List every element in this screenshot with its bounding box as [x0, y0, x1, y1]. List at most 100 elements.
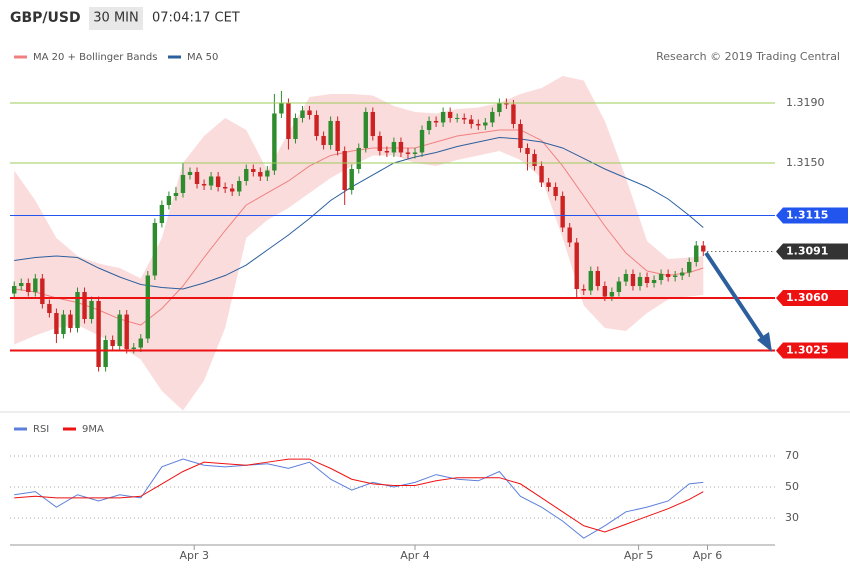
candle-body — [490, 111, 495, 123]
legend-label: MA 50 — [187, 52, 218, 63]
candle-body — [356, 147, 361, 169]
candle-body — [293, 117, 298, 139]
candle-body — [426, 120, 432, 130]
candle-body — [229, 188, 235, 192]
candle-body — [272, 113, 277, 171]
candle-body — [595, 271, 601, 287]
level-label-box — [776, 207, 848, 224]
candle-body — [244, 168, 249, 181]
symbol: GBP/USD — [10, 10, 81, 26]
candle-body — [447, 111, 453, 118]
candle-body — [187, 171, 193, 175]
interval: 30 MIN — [93, 11, 138, 26]
candle-body — [574, 242, 579, 290]
candle-body — [687, 262, 692, 273]
candle-body — [567, 227, 572, 243]
candle-body — [54, 313, 59, 335]
arrow — [704, 251, 766, 342]
candle-body — [265, 170, 270, 177]
candle-body — [701, 245, 706, 252]
legend-label: MA 20 + Bollinger Bands — [33, 52, 157, 63]
candle-body — [518, 123, 523, 148]
candle-body — [166, 195, 172, 205]
candle-body — [12, 286, 17, 294]
candle-body — [19, 283, 24, 287]
candle-body — [307, 110, 312, 115]
candle-body — [328, 120, 333, 145]
candle-body — [581, 289, 586, 291]
candle-body — [546, 182, 551, 187]
candle-body — [504, 102, 509, 105]
candle-body — [398, 141, 404, 153]
candle-body — [630, 274, 636, 287]
level-label-box — [776, 290, 848, 307]
candle-body — [609, 292, 615, 297]
candle-body — [321, 135, 326, 145]
arrow-head — [757, 332, 772, 352]
candle-body — [201, 183, 207, 186]
candle-body — [469, 119, 474, 124]
candle-body — [251, 168, 256, 172]
candle-body — [588, 271, 593, 291]
candle-body — [665, 274, 671, 278]
candle-body — [180, 174, 186, 193]
x-tick-label: Apr 5 — [624, 549, 654, 562]
candle-body — [602, 286, 608, 297]
candle-body — [222, 186, 228, 189]
candle-body — [124, 314, 129, 350]
candle-body — [511, 104, 516, 124]
level-label-box — [776, 342, 848, 359]
candle-body — [103, 340, 108, 368]
series-line — [14, 458, 704, 539]
candle-body — [419, 129, 425, 153]
interval-box — [89, 7, 143, 30]
candle-body — [258, 171, 263, 177]
candle-body — [194, 171, 200, 184]
candle-body — [363, 111, 368, 148]
candle-body — [679, 272, 685, 276]
candle-body — [47, 304, 52, 314]
candle-body — [342, 150, 347, 190]
candle-body — [391, 141, 397, 153]
plot: MA 20 + Bollinger Bands MA 50 1.3190 1.3150… — [10, 52, 848, 562]
series-line — [14, 458, 704, 533]
level-label: 1.3190 — [786, 96, 825, 109]
candle-body — [152, 223, 158, 276]
candle-body — [560, 195, 565, 228]
candle-body — [279, 102, 284, 114]
x-tick-label: Apr 6 — [693, 549, 723, 562]
candle-body — [75, 292, 80, 329]
candle-body — [377, 135, 383, 151]
candle-body — [462, 117, 467, 120]
candle-body — [553, 186, 558, 196]
level-label: 1.3025 — [786, 344, 828, 357]
candle-body — [433, 120, 439, 123]
candle-body — [110, 340, 115, 347]
level-label: 1.3115 — [786, 208, 828, 221]
candle-body — [349, 168, 354, 190]
candle-body — [40, 278, 45, 305]
candle-body — [26, 283, 31, 293]
level-label-box — [776, 243, 848, 260]
credit: Research © 2019 Trading Central — [656, 50, 840, 63]
level-label: 1.3091 — [786, 245, 828, 258]
candle-body — [658, 274, 664, 281]
candle-body — [616, 281, 622, 293]
candle-body — [314, 114, 319, 136]
candle-body — [96, 301, 101, 368]
candle-body — [476, 123, 481, 126]
series-line — [14, 136, 704, 290]
y-tick-label: 30 — [785, 511, 799, 524]
candle-body — [644, 277, 650, 284]
series-line — [14, 129, 704, 326]
x-tick-label: Apr 3 — [179, 549, 209, 562]
candle-body — [89, 301, 94, 320]
candle-body — [237, 180, 242, 192]
candle-body — [440, 111, 446, 123]
candle-body — [370, 111, 376, 136]
legend-label: 9MA — [82, 424, 104, 435]
candle-body — [623, 274, 629, 282]
candle-body — [159, 204, 165, 223]
candle-body — [335, 120, 340, 151]
candle-body — [672, 275, 678, 278]
